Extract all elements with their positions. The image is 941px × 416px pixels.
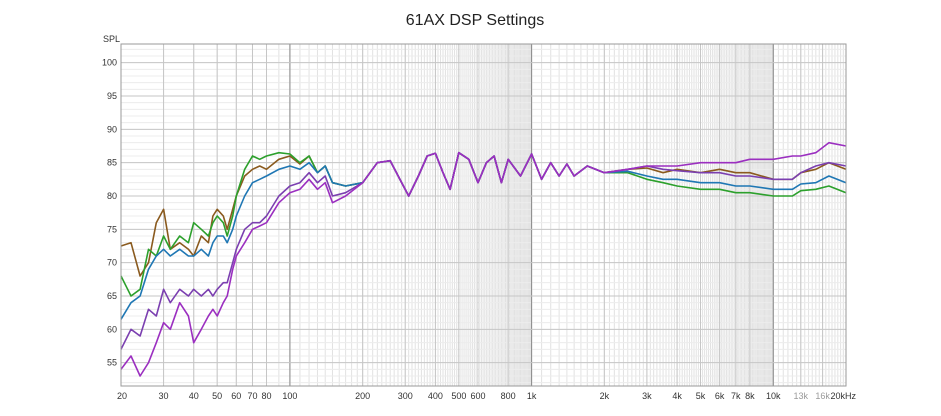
plot-frame [120, 43, 847, 387]
x-tick-labels: 20 30 40 50 60 70 80 100 200 300 400 500 600 800 1k 2k 3… [117, 391, 856, 401]
x-tick-label: 60 [231, 391, 241, 401]
y-tick-label: 85 [107, 158, 117, 168]
x-tick-label: 8k [745, 391, 755, 401]
y-tick-label: 55 [107, 358, 117, 368]
x-tick-label: 70 [247, 391, 257, 401]
minor-gridlines [120, 44, 847, 386]
x-tick-label: 7k [731, 391, 741, 401]
y-tick-label: 75 [107, 224, 117, 234]
x-tick-label: 200 [355, 391, 370, 401]
x-tick-label: 6k [715, 391, 725, 401]
x-tick-label: 300 [398, 391, 413, 401]
chart-title: 61AX DSP Settings [406, 12, 544, 29]
y-tick-label: 70 [107, 258, 117, 268]
x-tick-label: 5k [696, 391, 706, 401]
series-line-5 [120, 141, 847, 377]
x-tick-label: 800 [501, 391, 516, 401]
x-tick-label: 20 [117, 391, 127, 401]
x-tick-label: 4k [672, 391, 682, 401]
y-tick-label: 80 [107, 191, 117, 201]
y-tick-label: 90 [107, 124, 117, 134]
x-tick-label: 1k [527, 391, 537, 401]
y-axis-label: SPL [103, 34, 120, 44]
y-tick-label: 60 [107, 324, 117, 334]
x-tick-label: 600 [470, 391, 485, 401]
x-tick-label: 10k [766, 391, 781, 401]
x-tick-label: 30 [159, 391, 169, 401]
x-tick-label: 80 [261, 391, 271, 401]
y-tick-label: 65 [107, 291, 117, 301]
x-tick-label: 20kHz [830, 391, 856, 401]
x-tick-label: 3k [642, 391, 652, 401]
series-layer [120, 141, 847, 377]
x-tick-label: 2k [600, 391, 610, 401]
x-tick-label: 500 [451, 391, 466, 401]
x-tick-label: 13k [794, 391, 809, 401]
x-tick-label: 100 [282, 391, 297, 401]
x-tick-label: 16k [815, 391, 830, 401]
y-tick-label: 100 [102, 58, 117, 68]
x-tick-label: 400 [428, 391, 443, 401]
y-tick-label: 95 [107, 91, 117, 101]
x-tick-label: 40 [189, 391, 199, 401]
y-tick-labels: 55 60 65 70 75 80 85 90 95 100 [102, 58, 117, 368]
x-tick-label: 50 [212, 391, 222, 401]
